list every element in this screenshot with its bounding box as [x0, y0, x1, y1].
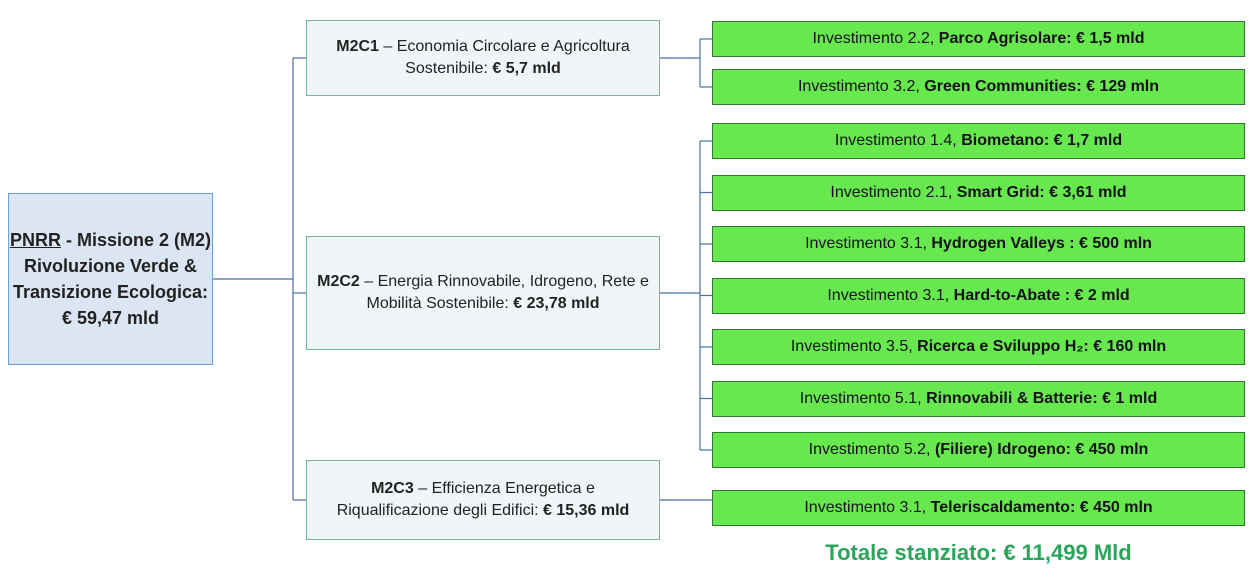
investment-detail: Green Communities: € 129 mln [924, 78, 1160, 95]
investment-text: Investimento 3.1, Hard-to-Abate : € 2 ml… [827, 287, 1129, 305]
investment-label: Investimento 2.1, [830, 183, 953, 201]
component-box: M2C1 – Economia Circolare e Agricoltura … [306, 20, 660, 96]
root-box: PNRR - Missione 2 (M2) Rivoluzione Verde… [8, 193, 213, 365]
component-description: – Energia Rinnovabile, Idrogeno, Rete e … [364, 273, 649, 312]
investment-label: Investimento 1.4, [834, 132, 957, 149]
total: Totale stanziato: € 11,499 Mld [825, 540, 1132, 565]
investment-label: Investimento 3.1, [805, 235, 927, 252]
investment-text: Investimento 3.1, Hydrogen Valleys : € 5… [805, 235, 1152, 253]
investment-text: Investimento 5.2, (Filiere) Idrogeno: € … [809, 441, 1149, 459]
investment-text: Investimento 1.4, Biometano: € 1,7 mld [835, 132, 1122, 150]
investment-box: Investimento 3.1, Hard-to-Abate : € 2 ml… [712, 277, 1245, 314]
investment-text: Investimento 5.1, Rinnovabili & Batterie… [800, 390, 1157, 408]
investment-detail: Hydrogen Valleys : € 500 mln [931, 235, 1152, 252]
investment-label: Investimento 3.5, [790, 338, 913, 355]
component-box: M2C3 – Efficienza Energetica e Riqualifi… [306, 460, 660, 540]
investment-label: Investimento 3.1, [804, 499, 927, 516]
investment-label: Investimento 2.2, [812, 30, 935, 47]
component-text: M2C2 – Energia Rinnovabile, Idrogeno, Re… [313, 271, 653, 314]
investment-detail: Parco Agrisolare: € 1,5 mld [938, 30, 1145, 47]
investment-detail: Smart Grid: € 3,61 mld [956, 183, 1127, 201]
investment-box: Investimento 2.2, Parco Agrisolare: € 1,… [712, 21, 1245, 57]
investment-text: Investimento 2.1, Smart Grid: € 3,61 mld [830, 184, 1126, 202]
component-amount: € 23,78 mld [513, 295, 600, 312]
component-description: – Economia Circolare e Agricoltura Soste… [383, 38, 630, 77]
investment-box: Investimento 5.1, Rinnovabili & Batterie… [712, 380, 1245, 417]
investment-label: Investimento 5.2, [808, 441, 931, 458]
investment-detail: Biometano: € 1,7 mld [961, 132, 1123, 149]
root-subtitle: Rivoluzione Verde & Transizione Ecologic… [12, 255, 209, 302]
investment-box: Investimento 5.2, (Filiere) Idrogeno: € … [712, 432, 1245, 468]
investment-text: Investimento 2.2, Parco Agrisolare: € 1,… [812, 30, 1144, 48]
investment-label: Investimento 5.1, [799, 389, 922, 407]
investment-detail: Ricerca e Sviluppo H₂: € 160 mln [917, 338, 1167, 355]
component-box: M2C2 – Energia Rinnovabile, Idrogeno, Re… [306, 236, 660, 350]
component-code: M2C3 [371, 480, 414, 498]
root-acronym: PNRR [9, 229, 61, 250]
component-code: M2C2 [317, 273, 360, 291]
investment-box: Investimento 2.1, Smart Grid: € 3,61 mld [712, 174, 1245, 211]
investment-box: Investimento 3.1, Hydrogen Valleys : € 5… [712, 226, 1245, 262]
investment-detail: Rinnovabili & Batterie: € 1 mld [926, 389, 1158, 407]
investment-box: Investimento 3.5, Ricerca e Sviluppo H₂:… [712, 329, 1245, 365]
component-amount: € 5,7 mld [492, 60, 561, 77]
investment-detail: Hard-to-Abate : € 2 mld [953, 286, 1130, 304]
component-description: – Efficienza Energetica e Riqualificazio… [336, 480, 595, 519]
component-code: M2C1 [336, 38, 379, 56]
component-text: M2C3 – Efficienza Energetica e Riqualifi… [313, 478, 653, 521]
investment-text: Investimento 3.5, Ricerca e Sviluppo H₂:… [791, 338, 1166, 356]
root-heading: PNRR - Missione 2 (M2) [10, 227, 211, 253]
investment-text: Investimento 3.2, Green Communities: € 1… [798, 78, 1159, 96]
investment-detail: Teleriscaldamento: € 450 mln [930, 499, 1153, 516]
investment-label: Investimento 3.2, [797, 78, 920, 95]
investment-text: Investimento 3.1, Teleriscaldamento: € 4… [804, 499, 1152, 517]
investment-box: Investimento 3.2, Green Communities: € 1… [712, 69, 1245, 105]
investment-detail: (Filiere) Idrogeno: € 450 mln [934, 441, 1149, 458]
investment-label: Investimento 3.1, [827, 286, 950, 304]
component-amount: € 15,36 mld [543, 502, 630, 519]
root-title: - Missione 2 (M2) [66, 229, 212, 250]
root-amount: € 59,47 mld [61, 308, 160, 329]
investment-box: Investimento 1.4, Biometano: € 1,7 mld [712, 123, 1245, 159]
investment-box: Investimento 3.1, Teleriscaldamento: € 4… [712, 490, 1245, 526]
component-text: M2C1 – Economia Circolare e Agricoltura … [313, 36, 653, 79]
